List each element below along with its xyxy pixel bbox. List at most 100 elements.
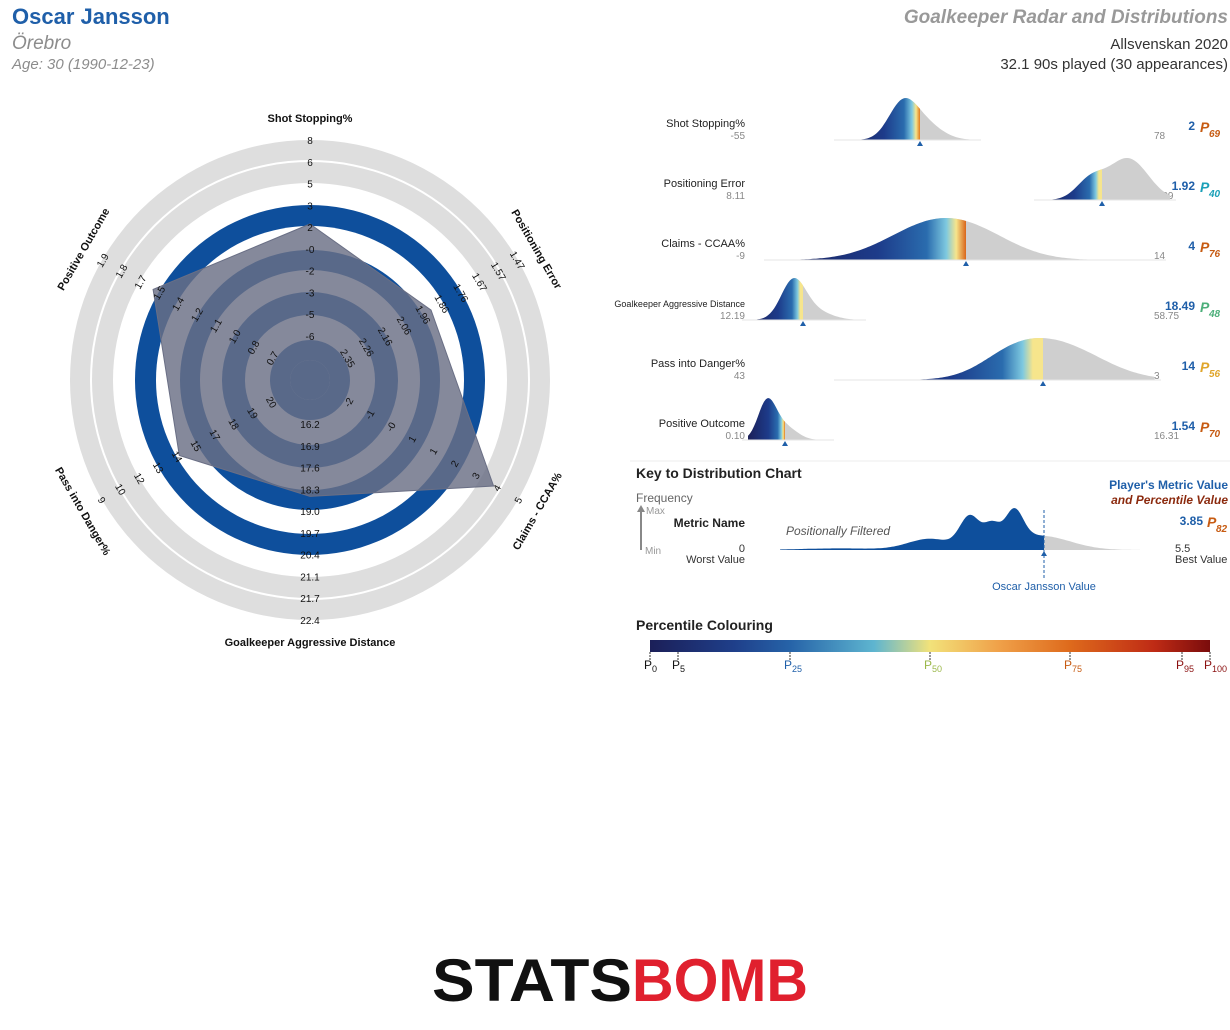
distribution-worst-value: 12.19 <box>720 311 745 322</box>
minutes-played: 32.1 90s played (30 appearances) <box>1000 56 1228 73</box>
radar-tick-label: 6 <box>307 158 313 169</box>
radar-tick-label: 9 <box>95 496 108 507</box>
radar-tick-label: -5 <box>306 310 315 321</box>
report-title: Goalkeeper Radar and Distributions <box>903 7 1228 28</box>
distribution-player-marker <box>800 321 806 326</box>
percentile-tick-label: 95 <box>1184 664 1194 674</box>
radar-tick-label: 16.2 <box>300 420 320 431</box>
distribution-player-value: 18.49 <box>1165 299 1195 313</box>
percentile-tick-p: P <box>672 658 680 672</box>
percentile-ticks: P 0 P 5 P 25 P 50 P 75 P 95 P 100 <box>644 652 1227 674</box>
radar-tick-label: 8 <box>307 136 313 147</box>
key-metric-name: Metric Name <box>674 516 746 530</box>
key-example-percentile: 82 <box>1216 524 1228 535</box>
distribution-row: Goalkeeper Aggressive Distance 12.19 58.75… <box>614 278 1221 326</box>
distribution-best-value: 14 <box>1154 251 1166 262</box>
key-title: Key to Distribution Chart <box>636 465 802 481</box>
distribution-metric-name: Claims - CCAA% <box>661 238 745 250</box>
distribution-player-value: 14 <box>1182 359 1196 373</box>
radar-tick-label: 1 <box>428 446 441 457</box>
key-example-p: P <box>1207 514 1217 530</box>
radar-tick-label: 3 <box>307 201 313 212</box>
key-arrow-head <box>637 505 645 512</box>
distribution-metric-name: Pass into Danger% <box>651 358 745 370</box>
distribution-percentile-value: 69 <box>1209 129 1221 140</box>
distribution-percentile-p: P <box>1200 419 1210 435</box>
percentile-tick-p: P <box>784 658 792 672</box>
distribution-percentile-value: 76 <box>1209 249 1221 260</box>
distribution-player-value: 1.92 <box>1172 179 1196 193</box>
percentile-tick-p: P <box>1204 658 1212 672</box>
key-worst-label: Worst Value <box>686 554 745 566</box>
distribution-best-value: 58.75 <box>1154 311 1179 322</box>
distribution-player-marker <box>1099 201 1105 206</box>
radar-tick-label: 5 <box>307 180 313 191</box>
logo-stats: STATS <box>432 950 632 1010</box>
radar-tick-label: 3 <box>471 471 484 482</box>
radar-tick-label: -6 <box>306 332 315 343</box>
radar-tick-label: 18.3 <box>300 485 320 496</box>
key-example-value: 3.85 <box>1180 514 1204 528</box>
key-min: Min <box>645 546 661 557</box>
distribution-metric-name: Positioning Error <box>664 178 746 190</box>
radar-tick-label: 14 <box>169 450 184 466</box>
distribution-best-value: 78 <box>1154 131 1166 142</box>
distribution-curve-gray <box>1040 158 1170 200</box>
key-positionally-filtered: Positionally Filtered <box>786 524 890 538</box>
percentile-tick-p: P <box>1176 658 1184 672</box>
competition-label: Allsvenskan 2020 <box>1110 36 1228 53</box>
distribution-player-marker <box>963 261 969 266</box>
radar-tick-label: 16.9 <box>300 442 320 453</box>
radar-tick-label: -3 <box>306 288 315 299</box>
percentile-tick-label: 75 <box>1072 664 1082 674</box>
radar-axis-label: Goalkeeper Aggressive Distance <box>225 637 396 649</box>
distribution-metric-name: Goalkeeper Aggressive Distance <box>614 299 745 309</box>
distribution-worst-value: 0.10 <box>726 431 746 442</box>
key-worst-num: 0 <box>739 543 745 555</box>
key-best-label: Best Value <box>1175 554 1227 566</box>
radar-tick-label: 19.0 <box>300 507 320 518</box>
distribution-percentile-value: 40 <box>1208 189 1221 200</box>
percentile-tick-label: 5 <box>680 664 685 674</box>
distribution-curve-colored <box>748 398 785 440</box>
percentile-colouring-title: Percentile Colouring <box>636 617 773 633</box>
distribution-player-marker <box>782 441 788 446</box>
radar-tick-label: 21.1 <box>300 572 320 583</box>
key-frequency: Frequency <box>636 491 693 505</box>
radar-tick-label: 13 <box>150 461 165 477</box>
key-max: Max <box>646 506 665 517</box>
distribution-curve-colored <box>748 278 803 320</box>
radar-player-polygon <box>152 223 495 497</box>
distribution-worst-value: 43 <box>734 371 746 382</box>
distribution-curve-colored <box>1040 169 1102 200</box>
player-team: Örebro <box>12 33 72 54</box>
radar-tick-label: 20 <box>263 395 278 411</box>
radar-tick-label: 2 <box>449 458 462 469</box>
distribution-best-value: 16.31 <box>1154 431 1179 442</box>
radar-tick-label: 15 <box>188 439 203 455</box>
distribution-worst-value: -55 <box>731 131 746 142</box>
percentile-tick-p: P <box>924 658 932 672</box>
radar-tick-label: 20.4 <box>300 551 320 562</box>
distribution-row: Claims - CCAA%-9 14 4 P 76 <box>661 218 1221 266</box>
radar-tick-label: 17 <box>206 428 221 444</box>
distribution-player-value: 4 <box>1188 239 1195 253</box>
percentile-tick-p: P <box>1064 658 1072 672</box>
distribution-worst-value: 8.11 <box>726 191 745 202</box>
distribution-row: Shot Stopping%-55 78 2 P 69 <box>666 98 1221 146</box>
statsbomb-logo: STATS BOMB <box>432 950 808 1010</box>
distribution-metric-name: Shot Stopping% <box>666 118 745 130</box>
distribution-player-value: 1.54 <box>1172 419 1196 433</box>
radar-tick-label: 19 <box>244 406 259 422</box>
distribution-curve-colored <box>840 98 920 140</box>
radar-tick-label: 10 <box>112 482 127 498</box>
distribution-worst-value: -9 <box>736 251 745 262</box>
distribution-player-marker <box>1040 381 1046 386</box>
radar-tick-label: 21.7 <box>300 594 320 605</box>
radar-tick-label: 2 <box>307 223 313 234</box>
radar-tick-label: -2 <box>306 267 315 278</box>
key-player-marker <box>1041 551 1047 556</box>
radar-tick-label: 18 <box>225 417 240 433</box>
